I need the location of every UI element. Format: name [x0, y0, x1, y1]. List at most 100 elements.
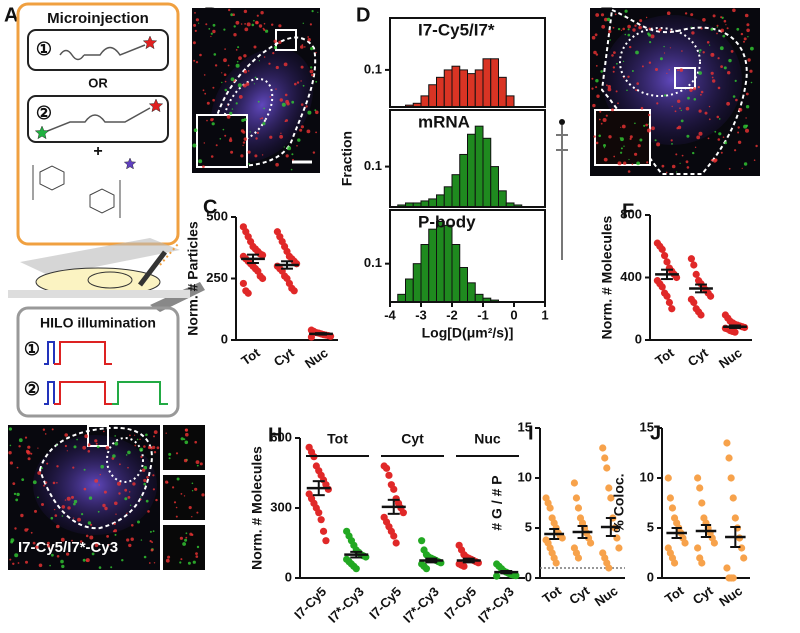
- speckle: [692, 151, 695, 155]
- panel-letter: A: [4, 4, 18, 26]
- speckle: [214, 64, 218, 67]
- speckle: [279, 134, 283, 139]
- speckle: [119, 463, 121, 466]
- speckle: [183, 495, 186, 497]
- speckle: [114, 533, 117, 536]
- speckle: [700, 93, 702, 96]
- speckle: [669, 30, 671, 32]
- speckle: [709, 44, 711, 46]
- speckle: [269, 96, 271, 98]
- dot: [390, 532, 398, 540]
- speckle: [668, 69, 670, 71]
- dot: [664, 474, 672, 482]
- x-tick-label: -2: [446, 307, 458, 322]
- speckle: [127, 496, 131, 499]
- speckle: [167, 555, 171, 559]
- speckle: [738, 107, 743, 112]
- speckle: [96, 445, 100, 449]
- speckle: [690, 26, 692, 28]
- speckle: [263, 22, 266, 25]
- speckle: [143, 555, 147, 559]
- speckle: [85, 558, 90, 563]
- speckle: [56, 555, 60, 558]
- x-tick-label: Cyt: [566, 583, 592, 608]
- speckle: [193, 59, 196, 62]
- speckle: [179, 561, 182, 564]
- speckle: [287, 146, 292, 151]
- speckle: [622, 27, 625, 31]
- dot: [601, 454, 609, 462]
- y-tick-label: 0.1: [364, 255, 382, 270]
- dot: [244, 289, 252, 297]
- speckle: [185, 536, 188, 539]
- plot-frame: [389, 17, 546, 108]
- speckle: [301, 44, 304, 46]
- speckle: [193, 128, 198, 132]
- speckle: [199, 462, 203, 466]
- speckle: [175, 515, 178, 518]
- speckle: [114, 435, 116, 437]
- speckle: [72, 466, 75, 469]
- speckle: [261, 117, 264, 120]
- speckle: [299, 128, 303, 132]
- dot: [512, 572, 520, 580]
- speckle: [13, 492, 17, 496]
- panel-letter: I: [528, 422, 534, 444]
- panel-title: P-body: [418, 212, 476, 231]
- speckle: [175, 506, 178, 509]
- speckle: [45, 481, 48, 484]
- speckle: [151, 445, 156, 450]
- x-tick-label: -1: [477, 307, 489, 322]
- speckle: [669, 47, 672, 49]
- speckle: [126, 538, 130, 542]
- speckle: [704, 111, 708, 115]
- y-tick-label: 5: [525, 519, 532, 534]
- speckle: [608, 29, 612, 34]
- speckle: [606, 17, 611, 22]
- speckle: [712, 79, 716, 83]
- speckle: [175, 452, 179, 455]
- speckle: [291, 100, 295, 104]
- speckle: [309, 69, 314, 74]
- speckle: [194, 487, 198, 491]
- speckle: [655, 68, 658, 71]
- speckle: [283, 62, 288, 67]
- speckle: [281, 102, 286, 107]
- speckle: [706, 41, 710, 44]
- speckle: [227, 104, 229, 106]
- speckle: [726, 101, 730, 106]
- speckle: [83, 487, 87, 491]
- speckle: [661, 164, 665, 168]
- speckle: [710, 27, 714, 31]
- star-icon: [148, 98, 164, 113]
- bar: [490, 166, 499, 208]
- dot: [574, 504, 583, 512]
- speckle: [634, 152, 638, 156]
- speckle: [8, 427, 12, 431]
- speckle: [603, 144, 606, 147]
- speckle: [210, 35, 212, 38]
- speckle: [636, 161, 640, 166]
- speckle: [126, 512, 128, 514]
- x-tick-label: I7-Cy5: [441, 584, 479, 622]
- dot: [382, 464, 391, 472]
- speckle: [256, 14, 259, 17]
- speckle: [606, 84, 608, 87]
- speckle: [714, 130, 717, 133]
- speckle: [617, 161, 622, 166]
- speckle: [238, 95, 243, 99]
- panel-letter: H: [268, 424, 282, 446]
- speckle: [698, 51, 701, 54]
- bar: [459, 69, 468, 108]
- bar: [451, 174, 461, 208]
- dot: [586, 539, 595, 547]
- speckle: [278, 24, 282, 28]
- speckle: [182, 542, 187, 546]
- speckle: [231, 108, 234, 110]
- speckle: [243, 70, 248, 74]
- speckle: [684, 12, 688, 15]
- speckle: [85, 534, 89, 538]
- speckle: [249, 131, 251, 133]
- speckle: [260, 11, 264, 15]
- speckle: [230, 150, 234, 154]
